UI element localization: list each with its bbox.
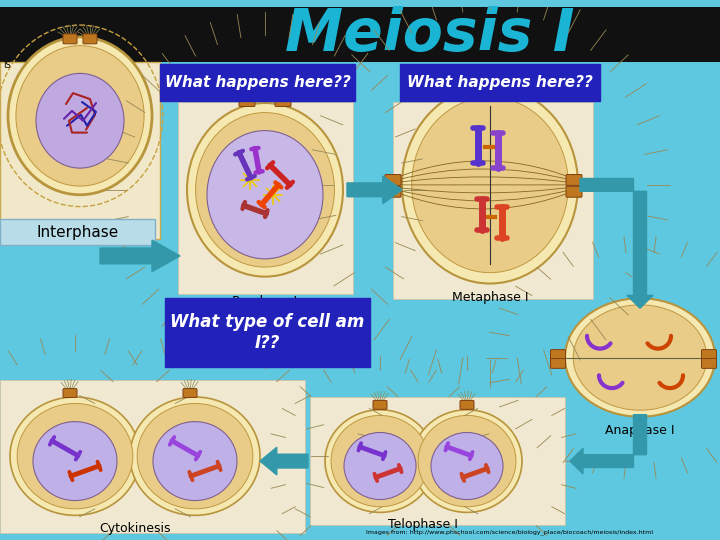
FancyBboxPatch shape xyxy=(63,389,77,397)
FancyBboxPatch shape xyxy=(566,186,582,197)
FancyBboxPatch shape xyxy=(165,298,370,367)
PathPatch shape xyxy=(260,447,308,475)
Ellipse shape xyxy=(187,103,343,276)
Text: Prophase I: Prophase I xyxy=(233,295,297,308)
FancyBboxPatch shape xyxy=(0,62,160,239)
Ellipse shape xyxy=(8,37,152,195)
FancyBboxPatch shape xyxy=(701,359,716,368)
FancyBboxPatch shape xyxy=(551,349,565,360)
Ellipse shape xyxy=(331,415,429,507)
Text: Images from: http://www.phschool.com/science/biology_place/biocoach/meiosis/inde: Images from: http://www.phschool.com/sci… xyxy=(366,529,654,535)
FancyBboxPatch shape xyxy=(239,96,255,106)
PathPatch shape xyxy=(580,179,653,308)
Text: Meiosis I: Meiosis I xyxy=(285,6,575,63)
Text: Metaphase I: Metaphase I xyxy=(451,292,528,305)
FancyBboxPatch shape xyxy=(460,401,474,409)
Ellipse shape xyxy=(418,415,516,507)
FancyBboxPatch shape xyxy=(566,174,582,185)
Ellipse shape xyxy=(412,410,522,512)
Ellipse shape xyxy=(325,410,435,512)
FancyBboxPatch shape xyxy=(83,34,97,44)
FancyBboxPatch shape xyxy=(310,397,565,525)
Text: e: e xyxy=(3,225,8,234)
FancyBboxPatch shape xyxy=(63,34,77,44)
Ellipse shape xyxy=(412,97,568,273)
Text: What happens here??: What happens here?? xyxy=(165,75,351,90)
Text: Cytokinesis: Cytokinesis xyxy=(99,522,171,535)
PathPatch shape xyxy=(100,240,180,272)
Text: What happens here??: What happens here?? xyxy=(407,75,593,90)
Bar xyxy=(0,8,720,62)
FancyBboxPatch shape xyxy=(385,174,401,185)
Ellipse shape xyxy=(431,433,503,500)
Text: Anaphase I: Anaphase I xyxy=(606,423,675,437)
Ellipse shape xyxy=(196,112,334,267)
PathPatch shape xyxy=(570,415,647,474)
PathPatch shape xyxy=(347,176,402,204)
Ellipse shape xyxy=(207,131,323,259)
FancyBboxPatch shape xyxy=(393,102,593,299)
Ellipse shape xyxy=(130,397,260,515)
Ellipse shape xyxy=(16,45,144,186)
FancyBboxPatch shape xyxy=(160,64,355,101)
FancyBboxPatch shape xyxy=(0,219,155,245)
Ellipse shape xyxy=(344,433,416,500)
FancyBboxPatch shape xyxy=(373,401,387,409)
Ellipse shape xyxy=(36,73,124,168)
Ellipse shape xyxy=(33,422,117,501)
FancyBboxPatch shape xyxy=(701,349,716,360)
Ellipse shape xyxy=(153,422,237,501)
FancyBboxPatch shape xyxy=(183,389,197,397)
Text: Interphase: Interphase xyxy=(37,225,119,240)
FancyBboxPatch shape xyxy=(275,96,291,106)
FancyBboxPatch shape xyxy=(0,380,305,533)
FancyBboxPatch shape xyxy=(551,359,565,368)
Text: Telophase I: Telophase I xyxy=(388,518,458,531)
Ellipse shape xyxy=(565,298,715,417)
FancyBboxPatch shape xyxy=(385,186,401,197)
FancyBboxPatch shape xyxy=(400,64,600,101)
Ellipse shape xyxy=(137,403,253,509)
Text: IS: IS xyxy=(3,62,11,71)
Ellipse shape xyxy=(10,397,140,515)
Text: What type of cell am
I??: What type of cell am I?? xyxy=(171,313,365,352)
FancyBboxPatch shape xyxy=(178,102,353,294)
Ellipse shape xyxy=(402,86,578,284)
Ellipse shape xyxy=(17,403,133,509)
Ellipse shape xyxy=(573,305,707,410)
